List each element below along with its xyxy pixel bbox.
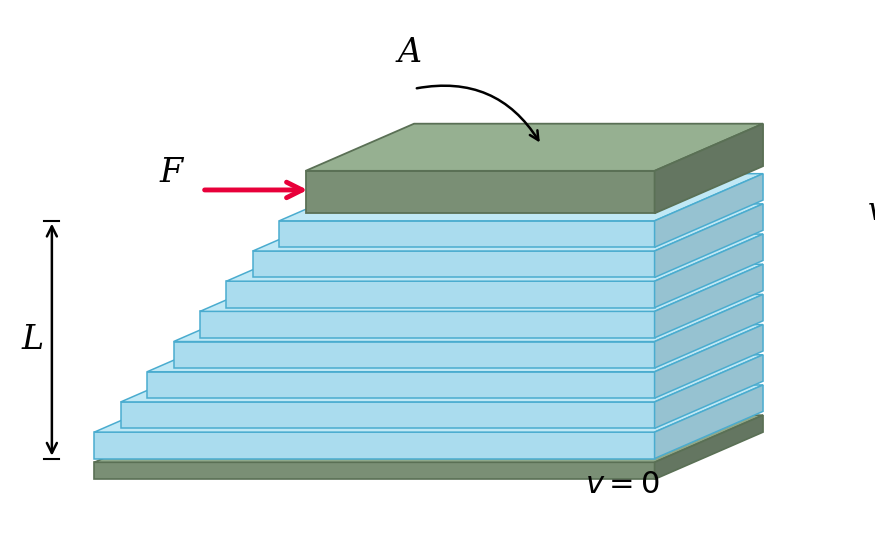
Polygon shape (279, 221, 654, 247)
Polygon shape (173, 341, 654, 368)
Polygon shape (227, 234, 763, 281)
Polygon shape (654, 415, 763, 479)
Polygon shape (654, 385, 763, 458)
Polygon shape (200, 264, 763, 311)
Polygon shape (121, 402, 654, 428)
Polygon shape (94, 432, 654, 458)
Polygon shape (279, 174, 763, 221)
Polygon shape (654, 204, 763, 278)
Text: $v = 0$: $v = 0$ (584, 470, 660, 501)
Polygon shape (654, 355, 763, 428)
Polygon shape (654, 124, 763, 213)
Text: F: F (159, 158, 183, 189)
Polygon shape (94, 385, 763, 432)
Polygon shape (654, 174, 763, 247)
Polygon shape (654, 264, 763, 338)
Polygon shape (654, 325, 763, 398)
Polygon shape (94, 462, 654, 479)
Polygon shape (200, 311, 654, 338)
Polygon shape (173, 294, 763, 341)
Polygon shape (147, 372, 654, 398)
Polygon shape (253, 204, 763, 251)
Polygon shape (94, 415, 763, 462)
Polygon shape (121, 355, 763, 402)
Polygon shape (305, 171, 654, 213)
Polygon shape (654, 234, 763, 308)
Polygon shape (654, 294, 763, 368)
Text: v: v (868, 196, 875, 227)
Polygon shape (147, 325, 763, 372)
Polygon shape (227, 281, 654, 308)
Text: L: L (22, 324, 44, 356)
Polygon shape (253, 251, 654, 278)
Polygon shape (305, 124, 763, 171)
Text: A: A (397, 38, 421, 69)
